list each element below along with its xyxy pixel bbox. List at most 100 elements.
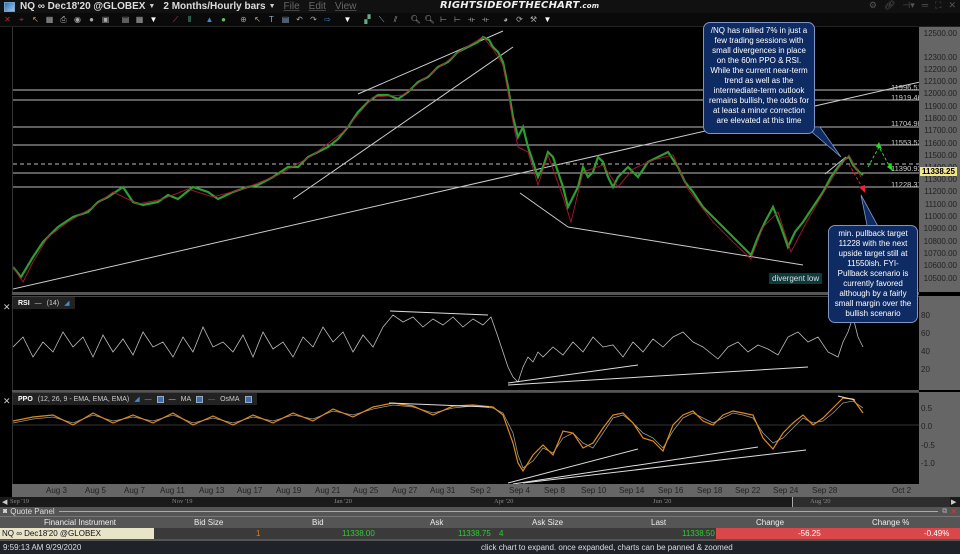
ma-visible-checkbox[interactable] [196,395,204,403]
overview-thumb[interactable] [792,497,950,507]
close-icon[interactable]: ✕ [4,15,11,24]
overview-scrollbar[interactable]: ◀ Sep '19 Nov '19 Jan '20 Apr '20 Jun '2… [0,497,960,507]
col-header[interactable]: Ask [430,518,444,527]
menu-view[interactable]: View [334,1,357,12]
col-header[interactable]: Last [651,518,667,527]
ruler-icon[interactable]: ▞ [364,15,371,24]
cursor-icon[interactable]: ↖ [32,15,39,24]
note-icon[interactable]: ▤ [281,15,290,24]
ppo-visible-checkbox[interactable] [156,395,164,403]
collapse-icon[interactable]: ◙ [3,508,8,515]
chevron-down-icon[interactable]: ▼ [148,3,156,10]
gear-icon[interactable]: ⚙ [868,0,877,10]
draw-line-icon[interactable]: ⟋ [172,14,179,24]
price-axis[interactable]: 12500.00 12300.00 12200.00 12100.00 1200… [919,27,960,292]
shift-right-icon[interactable]: ⊢ [454,15,461,24]
pane-splitter[interactable] [12,292,919,295]
last-cell: 11338.50 [682,529,715,538]
arrow-icon[interactable]: ⇨ [324,15,331,24]
time-tick: Sep 18 [697,486,723,495]
refresh-icon[interactable]: ⟳ [516,15,523,24]
redo-icon[interactable]: ↷ [310,15,317,24]
maximize-icon[interactable]: ⛶ [935,0,942,10]
shift-left-icon[interactable]: ⊢ [440,15,447,24]
axis-tick: 11800.00 [924,114,957,123]
dropdown-icon[interactable]: ▼ [149,15,158,24]
axis-tick: 20 [921,365,930,374]
ma-label: MA [180,395,192,403]
overview-label: Jun '20 [653,498,672,505]
instrument-cell[interactable]: NQ ∞ Dec18'20 @GLOBEX [0,528,154,539]
undo-icon[interactable]: ↶ [296,15,303,24]
settings-icon[interactable]: ◢ [134,396,140,403]
bars-icon[interactable]: ⫴ [187,14,192,24]
dropdown-icon[interactable]: ▼ [543,15,552,24]
price-chart-pane[interactable]: 11996.51 11919.46 11704.98 11553.52 1139… [12,22,922,323]
axis-tick: 12500.00 [923,29,957,38]
pointer-icon[interactable]: ↖ [254,15,261,24]
close-ppo-icon[interactable]: ✕ [3,396,11,406]
print-icon[interactable]: ⎙ [60,14,67,24]
dropdown-icon[interactable]: ▼ [343,15,352,24]
col-header[interactable]: Financial Instrument [44,518,117,527]
area-icon[interactable]: ▲ [205,15,214,24]
quote-row[interactable]: NQ ∞ Dec18'20 @GLOBEX 1 11338.00 11338.7… [0,528,960,539]
quote-panel-header: ◙ Quote Panel ⧉ ✕ [0,507,960,517]
menu-file[interactable]: File [283,1,300,12]
axis-tick: 12300.00 [923,53,957,62]
col-header[interactable]: Change [756,518,785,527]
settings-icon[interactable]: ◢ [64,300,70,307]
period-selector[interactable]: 2 Months/Hourly bars [163,1,266,12]
col-header[interactable]: Change % [872,518,910,527]
dot-icon[interactable]: ● [221,15,226,24]
osma-visible-checkbox[interactable] [244,395,252,403]
paint-icon[interactable]: ◕ [503,15,508,24]
grid-icon[interactable]: ▤ [121,15,130,24]
osma-swatch-icon: — [208,395,216,403]
link-icon[interactable]: 🔗︎ [883,0,896,10]
pin-icon[interactable]: ⊣▾ [902,0,915,10]
image-icon[interactable]: ▣ [101,15,110,24]
scroll-right-icon[interactable]: ▶ [951,498,957,506]
chevron-down-icon[interactable]: ▼ [268,3,276,10]
col-header[interactable]: Bid Size [194,518,224,527]
symbol-selector[interactable]: NQ ∞ Dec18'20 @GLOBEX [20,1,146,12]
axis-tick: 10900.00 [923,224,957,233]
time-tick: Aug 31 [430,486,456,495]
time-axis[interactable]: Aug 3 Aug 5 Aug 7 Aug 11 Aug 13 Aug 17 A… [12,484,960,497]
text-icon[interactable]: T [269,15,274,24]
expand-icon[interactable]: ⟛ [467,14,476,24]
wrench-icon[interactable]: ⚒ [529,15,538,24]
target-icon[interactable]: ⊕ [240,15,247,24]
bar-chart-icon[interactable]: ▦ [45,15,54,24]
layout-icon[interactable]: ▦ [135,15,144,24]
scroll-left-icon[interactable]: ◀ [2,498,8,506]
zoom-in-icon[interactable]: 🔍︎ [410,15,421,24]
brand-logo: RIGHTSIDEOFTHECHART.com [440,0,600,11]
detach-icon[interactable]: ⧉ [942,507,948,515]
zoom-out-icon[interactable]: 🔍︎ [424,15,435,24]
ask-cell: 11338.75 [458,529,491,538]
channel-icon[interactable]: ⫽ [393,14,398,24]
crosshair-icon[interactable]: ⌖ [19,14,24,24]
pane-splitter[interactable] [12,390,919,392]
globe-icon[interactable]: ◉ [74,15,81,24]
close-rsi-icon[interactable]: ✕ [3,302,11,312]
compress-icon[interactable]: ⟛ [481,14,490,24]
window-controls: ⚙ 🔗︎ ⊣▾ ═ ⛶ ✕ [869,0,956,11]
level-label: 11996.51 [891,83,922,92]
rsi-pane[interactable]: RSI — (14) ◢ [12,296,919,390]
menu-edit[interactable]: Edit [308,1,326,12]
close-panel-icon[interactable]: ✕ [950,507,957,516]
time-tick: Sep 14 [619,486,645,495]
rsi-axis[interactable]: 80 60 40 20 [919,296,960,390]
close-icon[interactable]: ✕ [948,0,956,10]
col-header[interactable]: Bid [312,518,324,527]
trendline-icon[interactable]: ⟍ [378,14,385,24]
minimize-icon[interactable]: ═ [921,0,929,10]
circle-icon[interactable]: ● [89,15,94,24]
ppo-axis[interactable]: 0.5 0.0 -0.5 -1.0 [919,392,960,484]
ppo-pane[interactable]: PPO (12, 26, 9 - EMA, EMA, EMA) ◢ — — MA… [12,392,920,485]
col-header[interactable]: Ask Size [532,518,564,527]
time-tick: Aug 19 [276,486,302,495]
